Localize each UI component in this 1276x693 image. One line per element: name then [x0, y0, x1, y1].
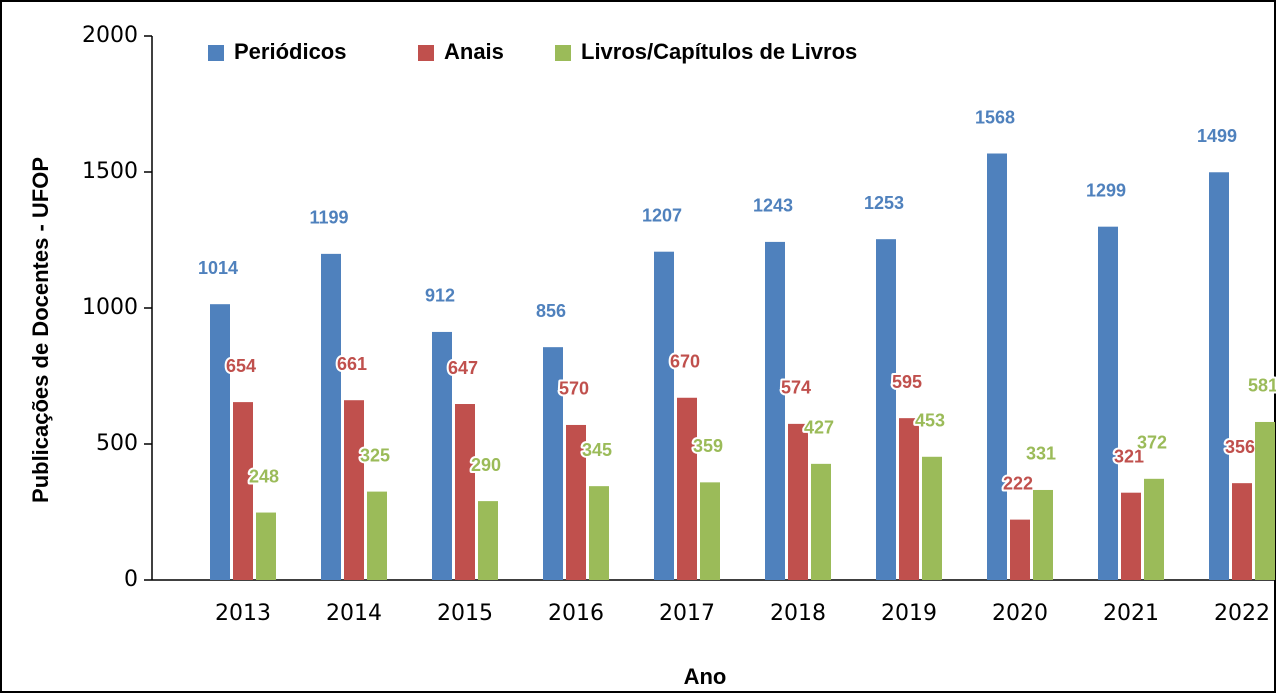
bar — [321, 253, 341, 580]
data-label: 372 — [1137, 433, 1167, 453]
bar — [478, 501, 498, 580]
data-label: 1243 — [753, 196, 793, 216]
bar — [987, 153, 1007, 580]
bar — [1209, 172, 1229, 580]
bar — [677, 397, 697, 580]
bar — [367, 491, 387, 580]
data-label: 570 — [559, 379, 589, 399]
bar — [1098, 226, 1118, 580]
legend-label: Anais — [444, 39, 504, 64]
bar — [455, 404, 475, 580]
data-label: 1207 — [642, 205, 682, 225]
bar — [765, 241, 785, 581]
bar — [1144, 478, 1164, 580]
x-tick-label: 2018 — [770, 601, 826, 626]
data-label: 222 — [1003, 473, 1033, 493]
data-label: 248 — [249, 466, 279, 486]
y-axis-title: Publicações de Docentes - UFOP — [28, 157, 53, 503]
data-label: 670 — [670, 352, 700, 372]
data-label: 581 — [1248, 376, 1276, 396]
data-label: 912 — [425, 286, 455, 306]
legend-swatch — [418, 45, 434, 61]
y-tick-label: 500 — [96, 431, 138, 456]
data-label: 331 — [1026, 444, 1056, 464]
bar — [922, 456, 942, 580]
x-tick-label: 2015 — [437, 601, 493, 626]
data-label: 321 — [1114, 446, 1144, 466]
x-axis-title: Ano — [684, 664, 727, 689]
y-tick-label: 1500 — [82, 159, 138, 184]
legend-swatch — [555, 45, 571, 61]
bar — [233, 402, 253, 580]
bar — [811, 463, 831, 580]
data-label: 661 — [337, 354, 367, 374]
data-label: 1299 — [1086, 180, 1126, 200]
bar — [1232, 483, 1252, 580]
data-label: 453 — [915, 411, 945, 431]
data-label: 345 — [582, 440, 612, 460]
bar — [432, 331, 452, 580]
bar — [1121, 492, 1141, 580]
bar — [344, 400, 364, 580]
bar — [256, 512, 276, 580]
legend-label: Livros/Capítulos de Livros — [581, 39, 857, 64]
bar — [899, 418, 919, 580]
data-label: 1499 — [1197, 126, 1237, 146]
bar — [876, 239, 896, 580]
bar — [210, 304, 230, 580]
bar — [543, 347, 563, 580]
bar — [1033, 489, 1053, 580]
data-label: 1253 — [864, 193, 904, 213]
data-label: 1199 — [309, 208, 348, 228]
bar — [1255, 421, 1275, 580]
x-tick-label: 2019 — [881, 601, 937, 626]
x-tick-label: 2016 — [548, 601, 604, 626]
y-tick-label: 0 — [124, 567, 138, 592]
data-label: 427 — [804, 418, 834, 438]
legend-swatch — [208, 45, 224, 61]
x-tick-label: 2020 — [992, 601, 1048, 626]
data-label: 359 — [693, 436, 723, 456]
bar — [788, 423, 808, 580]
data-label: 290 — [471, 455, 501, 475]
data-label: 574 — [781, 378, 811, 398]
bar — [1010, 519, 1030, 580]
x-tick-label: 2014 — [326, 601, 382, 626]
x-tick-label: 2022 — [1214, 601, 1270, 626]
bar — [566, 424, 586, 580]
data-label: 595 — [892, 372, 922, 392]
data-label: 647 — [448, 358, 478, 378]
data-label: 856 — [536, 301, 566, 321]
data-label: 654 — [226, 356, 256, 376]
legend-label: Periódicos — [234, 39, 346, 64]
bar — [700, 482, 720, 580]
x-tick-label: 2017 — [659, 601, 715, 626]
data-label: 1568 — [975, 107, 1015, 127]
x-tick-label: 2013 — [215, 601, 271, 626]
y-tick-label: 1000 — [82, 295, 138, 320]
data-label: 1014 — [198, 258, 238, 278]
y-tick-label: 2000 — [82, 23, 138, 48]
bar — [589, 486, 609, 580]
x-tick-label: 2021 — [1103, 601, 1159, 626]
data-label: 325 — [360, 445, 390, 465]
bar — [654, 251, 674, 581]
data-label: 356 — [1225, 437, 1255, 457]
